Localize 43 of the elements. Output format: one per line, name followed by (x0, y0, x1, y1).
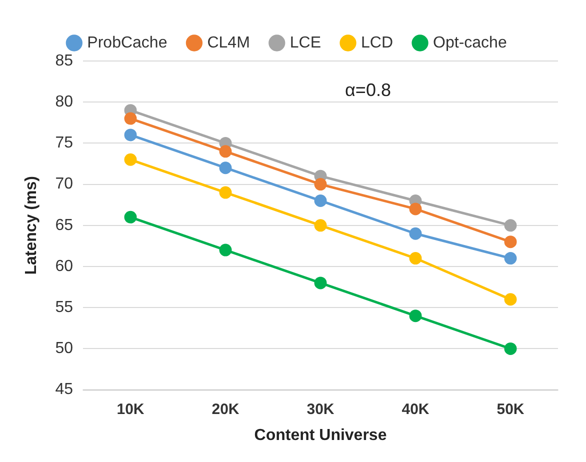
point (504, 293, 517, 306)
point (124, 210, 137, 224)
point (314, 276, 327, 290)
x-tick-label: 10K (116, 400, 144, 418)
point (314, 194, 327, 207)
y-tick-label: 65 (55, 216, 74, 234)
point (314, 178, 327, 191)
point (219, 145, 232, 158)
x-tick-label: 30K (306, 400, 334, 418)
point (314, 219, 327, 232)
y-tick-label: 85 (55, 52, 74, 70)
y-tick-label: 55 (55, 299, 74, 316)
point (504, 342, 517, 355)
point (219, 244, 232, 256)
point (504, 219, 517, 232)
y-axis-title: Latency (ms) (23, 176, 40, 275)
y-tick-label: 60 (55, 258, 74, 275)
x-tick-label: 20K (212, 400, 240, 418)
point (504, 252, 517, 265)
legend-label: LCE (290, 34, 322, 52)
point (219, 162, 232, 174)
point (124, 153, 137, 166)
y-tick-label: 80 (55, 94, 74, 111)
point (219, 186, 232, 199)
legend-label: CL4M (207, 34, 250, 52)
legend-label: LCD (361, 34, 394, 52)
x-axis-title: Content Universe (254, 426, 387, 444)
point (124, 112, 137, 125)
annotation: α=0.8 (345, 80, 391, 100)
point (124, 128, 137, 142)
point (409, 202, 422, 216)
y-tick-label: 50 (55, 340, 74, 358)
point (504, 236, 517, 248)
x-tick-label: 50K (496, 400, 524, 418)
y-tick-label: 45 (55, 381, 74, 398)
x-tick-label: 40K (402, 400, 430, 418)
y-tick-label: 75 (55, 134, 74, 152)
legend-label: ProbCache (87, 34, 168, 52)
legend-label: Opt-cache (433, 34, 507, 52)
y-tick-label: 70 (55, 176, 74, 193)
point (409, 252, 422, 265)
point (409, 227, 422, 240)
point (409, 310, 422, 322)
